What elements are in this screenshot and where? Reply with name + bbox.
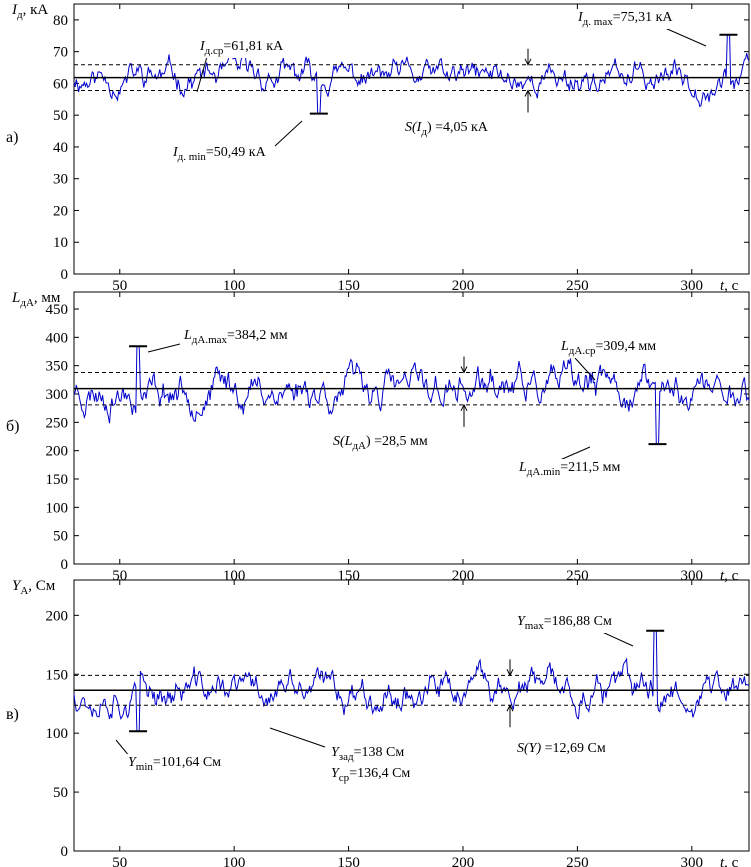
annotation-min: Iд. min=50,49 кА	[172, 145, 267, 163]
y-axis-label: Iд, кА	[11, 2, 48, 21]
y-tick-label: 150	[46, 667, 69, 683]
std-arrowhead-top	[460, 366, 468, 374]
panel-label: а)	[6, 129, 18, 146]
annotation-bg	[126, 754, 224, 774]
annotation-max: LдА.max=384,2 мм	[183, 328, 288, 346]
annotation-std: S(LдА) =28,5 мм	[333, 434, 428, 452]
annotation-bg	[170, 144, 269, 164]
x-tick-label: 300	[681, 278, 704, 294]
annotation-mean: LдА.ср=309,4 мм	[560, 339, 656, 357]
panel-label: б)	[6, 418, 19, 435]
std-arrowhead-top	[506, 669, 514, 677]
x-tick-label: 150	[337, 278, 360, 294]
plot-frame	[73, 291, 750, 565]
x-tick-label: 100	[223, 278, 246, 294]
y-tick-label: 300	[46, 387, 69, 403]
y-tick-label: 150	[46, 472, 69, 488]
y-tick-label: 80	[53, 13, 68, 29]
y-tick-label: 0	[61, 557, 69, 573]
y-tick-label: 450	[46, 302, 69, 318]
chart-panel-0: 0 10 20 30 40 50 60 70 80 50 100 150 200 250 300 Iд, кА…	[6, 2, 750, 294]
y-tick-label: 0	[61, 267, 69, 283]
y-tick-label: 200	[46, 444, 69, 460]
y-tick-label: 20	[53, 203, 68, 219]
annotation-bg	[515, 613, 614, 633]
y-tick-label: 200	[46, 608, 69, 624]
y-tick-label: 50	[53, 785, 68, 801]
std-arrowhead-bottom	[524, 89, 532, 97]
annotation-mean: Iд.ср=61,81 кА	[199, 39, 284, 57]
y-tick-label: 50	[53, 108, 68, 124]
annotation-target: Yзад=138 См	[331, 745, 404, 763]
annotation-leader	[559, 446, 591, 461]
plot-frame	[73, 579, 750, 852]
annotation-leader	[147, 343, 181, 353]
signal-series	[73, 345, 750, 445]
annotation-bg	[331, 433, 430, 453]
annotation-leader	[269, 727, 326, 748]
y-tick-label: 10	[53, 235, 68, 251]
x-tick-label: 300	[681, 855, 704, 867]
annotation-bg	[516, 459, 623, 479]
signal-series	[73, 34, 750, 115]
annotation-leader	[196, 52, 209, 93]
std-arrowhead-bottom	[460, 403, 468, 412]
annotation-max: Iд. max=75,31 кА	[577, 10, 673, 28]
y-tick-label: 100	[46, 726, 69, 742]
y-tick-label: 0	[61, 844, 69, 860]
annotation-max: Ymax=186,88 См	[517, 614, 612, 632]
annotation-std: S(Iд) =4,05 кА	[405, 120, 489, 138]
x-tick-label: 200	[452, 855, 475, 867]
y-tick-label: 40	[53, 140, 68, 156]
std-arrowhead-bottom	[506, 704, 514, 712]
y-tick-label: 60	[53, 76, 68, 92]
signal-series	[73, 630, 750, 732]
annotation-bg	[329, 744, 407, 764]
annotation-min: Ymin=101,64 См	[128, 755, 221, 773]
annotation-bg	[329, 765, 413, 785]
annotation-std: S(Y) =12,69 См	[517, 741, 606, 756]
y-tick-label: 400	[46, 330, 69, 346]
y-tick-label: 70	[53, 45, 68, 61]
annotation-bg	[197, 38, 287, 58]
std-arrowhead-top	[524, 58, 532, 66]
y-tick-label: 350	[46, 359, 69, 375]
annotation-leader	[599, 630, 634, 647]
y-tick-label: 100	[46, 500, 69, 516]
x-tick-label: 50	[112, 278, 127, 294]
x-axis-label: t, с	[720, 278, 739, 294]
y-tick-label: 250	[46, 415, 69, 431]
annotation-leader	[574, 357, 596, 381]
annotation-bg	[575, 9, 676, 29]
x-tick-label: 250	[566, 855, 589, 867]
x-tick-label: 50	[112, 855, 127, 867]
x-tick-label: 250	[566, 278, 589, 294]
y-axis-label: YА, См	[12, 578, 56, 597]
x-tick-label: 150	[337, 855, 360, 867]
annotation-mean: Yср=136,4 См	[331, 766, 410, 784]
chart-panel-2: 0 50 100 150 200 50 100 150 200 250 300 YА, См t, с в…	[6, 578, 750, 867]
x-axis-label: t, с	[720, 855, 739, 867]
y-tick-label: 30	[53, 172, 68, 188]
plot-frame	[73, 3, 750, 275]
annotation-bg	[558, 338, 659, 358]
annotation-bg	[515, 740, 608, 757]
annotation-leader	[664, 27, 707, 47]
y-axis-label: LдА, мм	[11, 290, 61, 309]
x-tick-label: 100	[223, 855, 246, 867]
annotation-bg	[181, 327, 290, 347]
y-tick-label: 50	[53, 529, 68, 545]
annotation-min: LдА.min=211,5 мм	[518, 460, 620, 478]
panel-label: в)	[6, 706, 19, 723]
annotation-bg	[403, 119, 491, 139]
x-axis-label: t, с	[720, 568, 739, 584]
x-tick-label: 200	[452, 278, 475, 294]
annotation-leader	[274, 120, 303, 147]
